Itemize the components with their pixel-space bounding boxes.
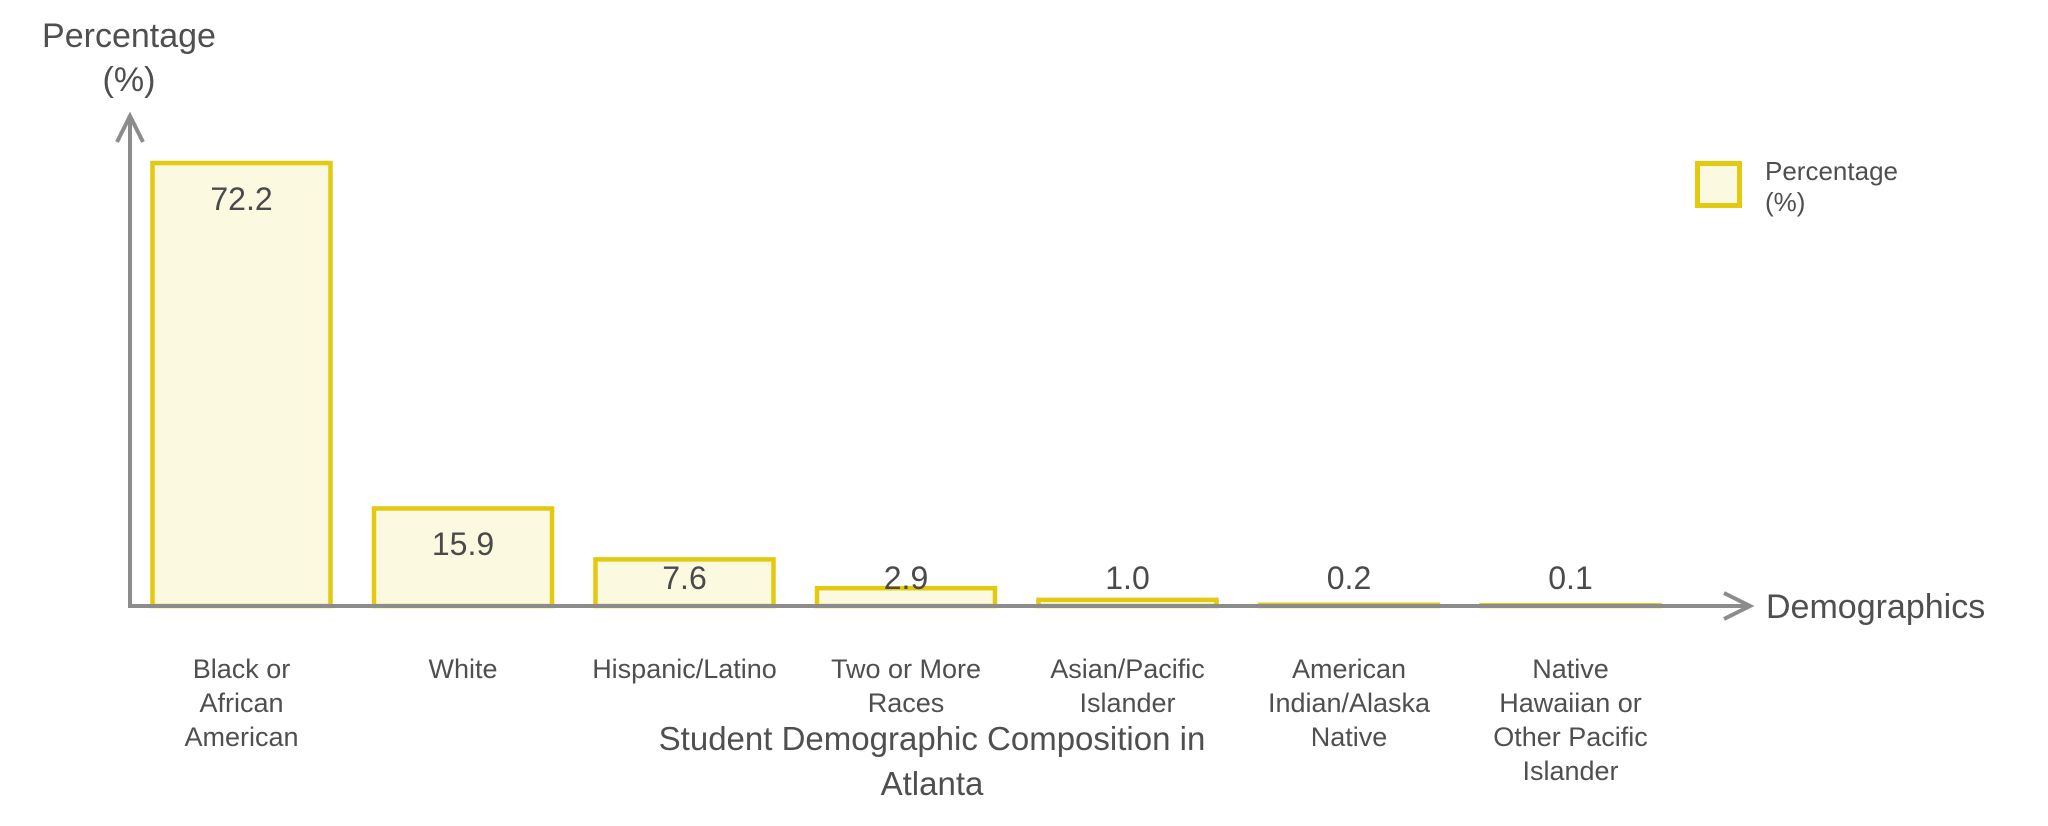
y-axis-title-line2: (%) <box>102 61 156 99</box>
y-axis-title: Percentage (%) <box>24 14 234 102</box>
bar-value-label: 15.9 <box>431 526 495 563</box>
legend-label: Percentage (%) <box>1765 156 1898 218</box>
category-label: White <box>428 654 498 684</box>
bar-value-label: 1.0 <box>1105 560 1150 596</box>
bar-value-label: 7.6 <box>662 560 707 596</box>
x-axis-arrow-icon <box>1723 591 1755 621</box>
chart-title: Student Demographic Composition in Atlan… <box>658 720 1206 802</box>
legend-label-line1: Percentage <box>1765 156 1898 186</box>
category-label: Native Hawaiian or Other Pacific Islander <box>1493 654 1648 786</box>
legend-swatch-icon <box>1695 161 1742 208</box>
y-axis-arrow-icon <box>115 111 145 143</box>
y-axis-title-line1: Percentage <box>42 17 216 55</box>
bar-value-label: 2.9 <box>883 560 929 596</box>
category-label: Black or African American <box>184 654 299 752</box>
bar-value-label: 72.2 <box>210 181 273 218</box>
bar <box>150 160 333 609</box>
bar-value-label: 0.1 <box>1548 560 1593 596</box>
category-label: Asian/Pacific Islander <box>1050 654 1205 718</box>
bar-value-label: 0.2 <box>1326 560 1372 596</box>
category-label: Hispanic/Latino <box>592 654 777 684</box>
bars-layer <box>150 160 1662 609</box>
category-label: American Indian/Alaska Native <box>1267 654 1431 752</box>
axes-layer <box>115 111 1755 621</box>
legend-label-line2: (%) <box>1765 187 1806 217</box>
category-label: Two or More Races <box>830 654 982 718</box>
x-axis-title: Demographics <box>1766 588 1986 626</box>
legend: Percentage (%) <box>1695 156 1898 218</box>
